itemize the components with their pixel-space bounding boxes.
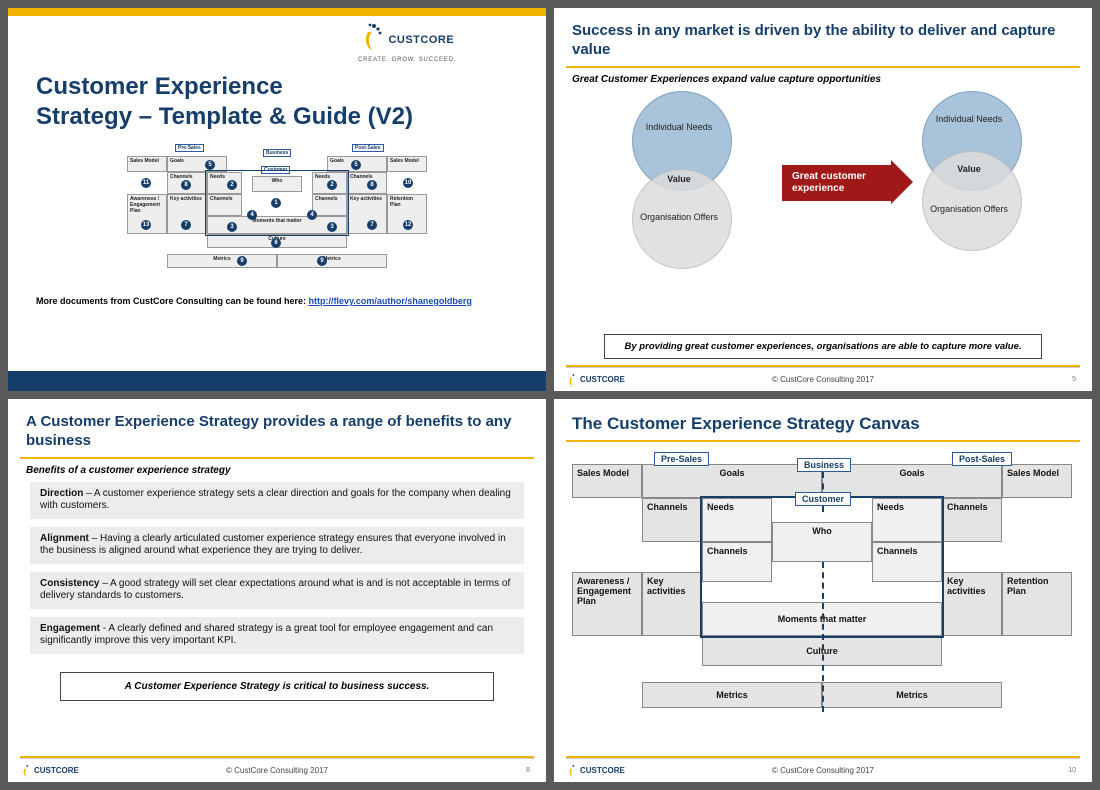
mc-n6: 6 [271,238,281,248]
brand-name: CUSTCORE [388,34,454,46]
mc-n8b: 8 [367,180,377,190]
cv-ch-l: Channels [642,498,702,542]
mc-lab-biz: Business [263,149,291,157]
mc-n8a: 8 [181,180,191,190]
slide2-callout: By providing great customer experiences,… [604,334,1042,359]
arrow-l1: Great customer [792,171,874,183]
mc-lab-post: Post-Sales [352,144,384,152]
cv-ch-r: Channels [942,498,1002,542]
slide1-link-line: More documents from CustCore Consulting … [36,296,518,306]
cv-aware: Awareness / Engagement Plan [572,572,642,636]
mc-n7a: 7 [181,220,191,230]
venn-right: Individual Needs Value Organisation Offe… [884,91,1054,281]
mc-n7b: 7 [367,220,377,230]
mc-n11: 11 [141,178,151,188]
cv-dash-bot [822,562,824,712]
venn-l-bot: Organisation Offers [594,213,764,223]
page-no: 5 [1072,376,1076,383]
slide-4: The Customer Experience Strategy Canvas … [554,399,1092,782]
mc-n2a: 2 [227,180,237,190]
footer-logo: CUSTCORE [566,764,625,778]
slide-1: CUSTCORE CREATE. GROW. SUCCEED. Customer… [8,8,546,391]
cv-ich-r: Channels [872,542,942,582]
footer-logo: CUSTCORE [566,373,625,387]
slide1-gold-bar [8,8,546,16]
slide3-subtitle: Benefits of a customer experience strate… [8,459,546,478]
copyright: © CustCore Consulting 2017 [772,375,874,384]
mc-lab-pre: Pre-Sales [175,144,204,152]
slide3-footer: CUSTCORE © CustCore Consulting 2017 8 [20,758,534,782]
cv-sales-r: Sales Model [1002,464,1072,498]
slide4-title: The Customer Experience Strategy Canvas [554,399,1092,440]
cv-ret: Retention Plan [1002,572,1072,636]
cv-metrics-r: Metrics [822,682,1002,708]
logo-icon [358,22,384,57]
copyright: © CustCore Consulting 2017 [226,766,328,775]
mc-n4b: 4 [307,210,317,220]
slide4-footer: CUSTCORE © CustCore Consulting 2017 10 [566,758,1080,782]
cv-lab-post: Post-Sales [952,452,1012,466]
venn-l-top: Individual Needs [594,123,764,133]
canvas-large: Sales Model Goals Goals Sales Model Chan… [572,452,1074,722]
cv-who: Who [772,522,872,562]
mc-n1: 1 [271,198,281,208]
benefit-1: Alignment – Having a clearly articulated… [30,527,524,564]
mc-n5a: 5 [205,160,215,170]
slide1-title-l2: Strategy – Template & Guide (V2) [36,102,456,132]
cv-lab-cust: Customer [795,492,851,506]
cv-needs-l: Needs [702,498,772,542]
venn-r-bot: Organisation Offers [884,205,1054,215]
venn-left: Individual Needs Value Organisation Offe… [594,91,764,281]
cv-key-r: Key activities [942,572,1002,636]
slide2-footer: CUSTCORE © CustCore Consulting 2017 5 [566,367,1080,391]
page-no: 8 [526,767,530,774]
mc-n12: 12 [403,220,413,230]
cv-key-l: Key activities [642,572,702,636]
cv-sales-l: Sales Model [572,464,642,498]
mc-metrics-r: Metrics [277,254,387,268]
slide1-blue-bar [8,371,546,391]
mc-n3a: 3 [227,222,237,232]
arrow-l2: experience [792,183,874,195]
slide1-link[interactable]: http://flevy.com/author/shanegoldberg [309,296,472,306]
page-no: 10 [1068,767,1076,774]
brand-tagline: CREATE. GROW. SUCCEED. [358,57,528,63]
mc-n9b: 9 [317,256,327,266]
cv-metrics-l: Metrics [642,682,822,708]
slide3-callout: A Customer Experience Strategy is critic… [60,672,494,701]
slide2-title: Success in any market is driven by the a… [554,8,1092,66]
mc-n3b: 3 [327,222,337,232]
venn-r-mid: Value [884,165,1054,175]
mc-n5b: 5 [351,160,361,170]
mc-n2b: 2 [327,180,337,190]
slide1-link-prefix: More documents from CustCore Consulting … [36,296,309,306]
slide-2: Success in any market is driven by the a… [554,8,1092,391]
arrow-box: Great customer experience [782,165,892,201]
cv-ich-l: Channels [702,542,772,582]
slide3-title: A Customer Experience Strategy provides … [8,399,546,457]
slide2-subtitle: Great Customer Experiences expand value … [554,68,1092,87]
slide1-title-l1: Customer Experience [36,72,456,102]
brand-logo: CUSTCORE CREATE. GROW. SUCCEED. [358,22,528,63]
mc-n13: 13 [141,220,151,230]
mc-n10: 10 [403,178,413,188]
slide-3: A Customer Experience Strategy provides … [8,399,546,782]
cv-needs-r: Needs [872,498,942,542]
benefit-2: Consistency – A good strategy will set c… [30,572,524,609]
mc-n4a: 4 [247,210,257,220]
slide1-mini-canvas: Sales Model Sales Model Goals Goals Chan… [127,146,427,286]
cv-lab-biz: Business [797,458,851,472]
mc-sales-l: Sales Model [127,156,167,172]
venn-r-top: Individual Needs [884,115,1054,125]
copyright: © CustCore Consulting 2017 [772,766,874,775]
cv-lab-pre: Pre-Sales [654,452,709,466]
mc-metrics-l: Metrics [167,254,277,268]
venn-l-mid: Value [594,175,764,185]
benefit-3: Engagement - A clearly defined and share… [30,617,524,654]
footer-logo: CUSTCORE [20,764,79,778]
mc-n9a: 9 [237,256,247,266]
mc-sales-r: Sales Model [387,156,427,172]
benefit-0: Direction – A customer experience strate… [30,482,524,519]
slide1-title: Customer Experience Strategy – Template … [36,72,456,132]
